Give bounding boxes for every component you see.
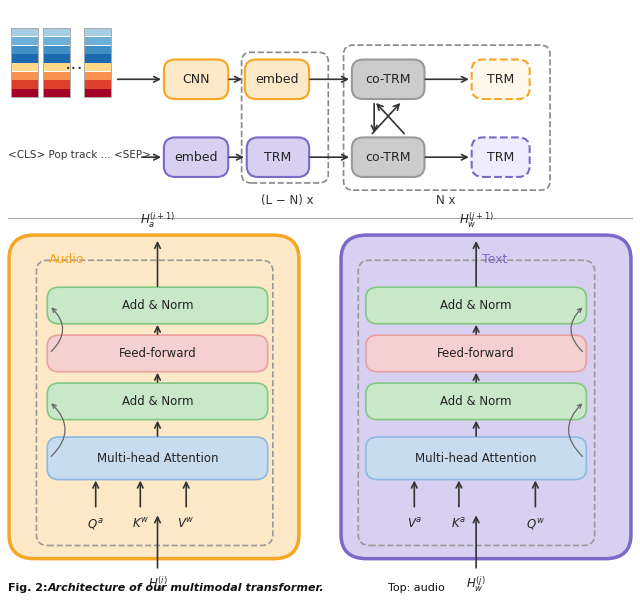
FancyBboxPatch shape — [47, 287, 268, 324]
Text: Add & Norm: Add & Norm — [440, 299, 512, 312]
FancyBboxPatch shape — [366, 335, 586, 371]
Text: $V^a$: $V^a$ — [406, 517, 422, 531]
FancyBboxPatch shape — [352, 60, 424, 99]
Text: Architecture of our multimodal transformer.: Architecture of our multimodal transform… — [47, 583, 324, 594]
Bar — [84, 46, 111, 54]
Text: Add & Norm: Add & Norm — [440, 395, 512, 408]
Bar — [84, 63, 111, 71]
FancyBboxPatch shape — [164, 137, 228, 177]
FancyBboxPatch shape — [47, 335, 268, 371]
Text: Multi-head Attention: Multi-head Attention — [97, 452, 218, 465]
Bar — [84, 28, 111, 98]
Text: $K^w$: $K^w$ — [132, 517, 149, 531]
FancyBboxPatch shape — [472, 137, 530, 177]
Text: $K^a$: $K^a$ — [451, 517, 467, 531]
Text: CNN: CNN — [182, 73, 210, 86]
Text: Add & Norm: Add & Norm — [122, 299, 193, 312]
Text: $H_a^{(i)}$: $H_a^{(i)}$ — [148, 575, 168, 594]
Bar — [43, 46, 70, 54]
Text: N x: N x — [436, 194, 456, 207]
Bar — [11, 81, 38, 88]
Text: co-TRM: co-TRM — [365, 150, 411, 164]
Bar — [43, 37, 70, 45]
Text: ...: ... — [65, 54, 84, 73]
FancyBboxPatch shape — [366, 383, 586, 420]
FancyBboxPatch shape — [341, 235, 631, 559]
Bar — [11, 28, 38, 98]
Bar — [84, 72, 111, 80]
FancyBboxPatch shape — [245, 60, 309, 99]
Text: $Q^w$: $Q^w$ — [526, 517, 545, 532]
Text: Feed-forward: Feed-forward — [118, 347, 196, 360]
Text: Add & Norm: Add & Norm — [122, 395, 193, 408]
Text: (L − N) x: (L − N) x — [260, 194, 313, 207]
Text: co-TRM: co-TRM — [365, 73, 411, 86]
Text: TRM: TRM — [487, 73, 515, 86]
Text: Audio: Audio — [49, 253, 84, 265]
FancyBboxPatch shape — [164, 60, 228, 99]
Bar — [11, 89, 38, 98]
Text: embed: embed — [174, 150, 218, 164]
FancyBboxPatch shape — [366, 287, 586, 324]
Bar — [43, 81, 70, 88]
FancyBboxPatch shape — [352, 137, 424, 177]
Bar — [43, 28, 70, 37]
FancyBboxPatch shape — [47, 383, 268, 420]
Text: Multi-head Attention: Multi-head Attention — [415, 452, 537, 465]
Text: Fig. 2:: Fig. 2: — [8, 583, 51, 594]
Bar — [43, 89, 70, 98]
Text: $Q^a$: $Q^a$ — [88, 517, 104, 532]
Bar — [43, 28, 70, 98]
Text: embed: embed — [255, 73, 299, 86]
FancyBboxPatch shape — [366, 437, 586, 480]
Bar — [11, 63, 38, 71]
Bar — [84, 81, 111, 88]
Bar — [43, 54, 70, 63]
Bar — [84, 28, 111, 37]
Text: $H_w^{(j+1)}$: $H_w^{(j+1)}$ — [459, 211, 493, 231]
Text: $H_a^{(i+1)}$: $H_a^{(i+1)}$ — [140, 211, 175, 231]
Bar — [11, 28, 38, 37]
Text: $H_w^{(j)}$: $H_w^{(j)}$ — [467, 575, 486, 594]
Text: TRM: TRM — [264, 150, 292, 164]
Text: TRM: TRM — [487, 150, 515, 164]
FancyBboxPatch shape — [246, 137, 309, 177]
Bar — [11, 54, 38, 63]
Bar — [11, 46, 38, 54]
FancyBboxPatch shape — [47, 437, 268, 480]
Bar — [11, 37, 38, 45]
Text: Feed-forward: Feed-forward — [437, 347, 515, 360]
FancyBboxPatch shape — [472, 60, 530, 99]
Text: $V^w$: $V^w$ — [177, 517, 195, 531]
Text: <CLS> Pop track ... <SEP>: <CLS> Pop track ... <SEP> — [8, 150, 150, 160]
Bar — [84, 37, 111, 45]
FancyBboxPatch shape — [9, 235, 299, 559]
Text: Top: audio: Top: audio — [381, 583, 444, 594]
Bar — [84, 89, 111, 98]
Bar — [84, 54, 111, 63]
Text: Text: Text — [483, 253, 508, 265]
Bar — [43, 72, 70, 80]
Bar — [11, 72, 38, 80]
Bar — [43, 63, 70, 71]
